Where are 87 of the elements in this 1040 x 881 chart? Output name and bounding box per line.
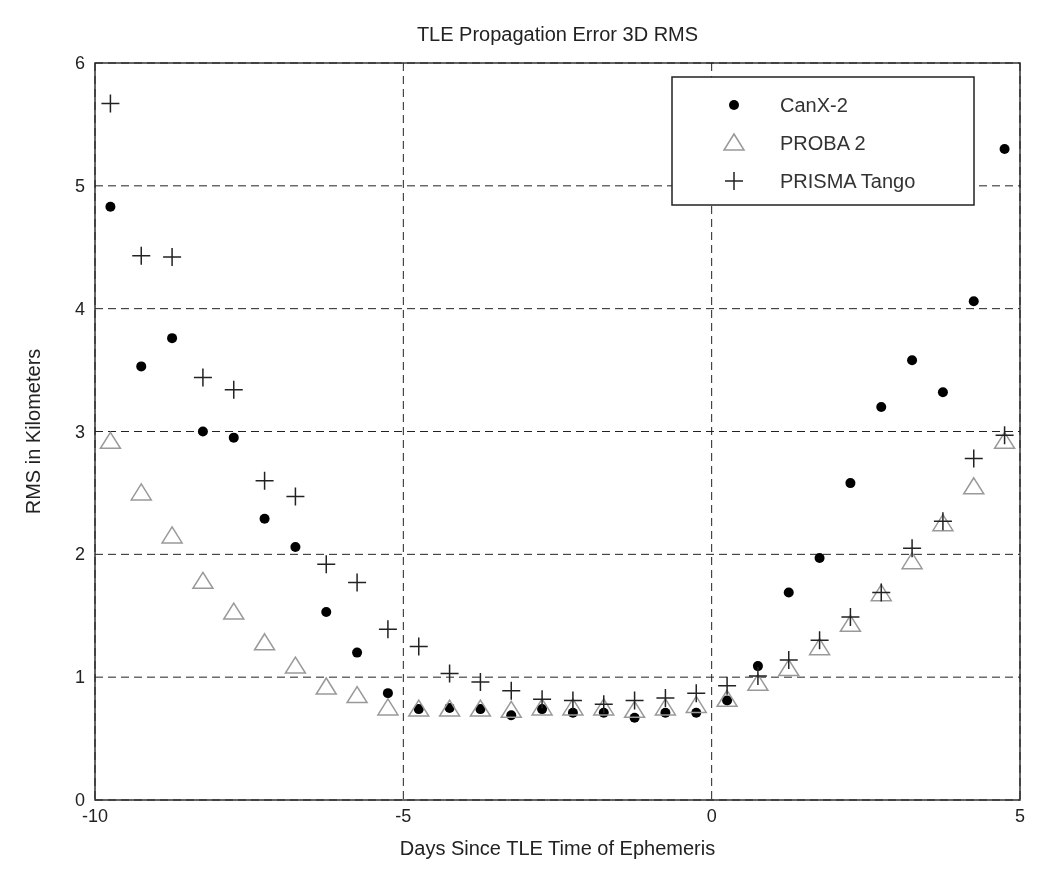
point xyxy=(408,699,430,717)
x-tick-label: 5 xyxy=(1014,806,1026,826)
point xyxy=(593,698,615,716)
point xyxy=(130,483,152,501)
point xyxy=(315,677,337,695)
point xyxy=(378,619,398,640)
point xyxy=(409,636,429,657)
x-tick-label: -5 xyxy=(395,806,412,826)
point xyxy=(685,695,707,714)
point xyxy=(501,680,521,701)
point xyxy=(438,699,461,717)
point xyxy=(902,538,922,558)
point xyxy=(167,333,178,344)
point xyxy=(623,700,646,719)
point xyxy=(347,572,367,593)
point xyxy=(223,602,245,620)
point xyxy=(532,689,552,710)
point xyxy=(290,541,301,552)
point xyxy=(254,470,275,491)
point xyxy=(937,387,948,398)
legend-label: CanX-2 xyxy=(780,94,848,116)
point xyxy=(778,658,800,677)
point xyxy=(655,688,676,708)
point xyxy=(224,379,244,400)
point xyxy=(377,698,399,716)
point xyxy=(968,296,979,307)
y-tick-label: 4 xyxy=(74,298,85,319)
point xyxy=(814,553,825,564)
point xyxy=(563,690,583,711)
y-tick-label: 1 xyxy=(74,667,85,688)
point xyxy=(470,672,491,692)
point xyxy=(469,699,492,717)
point xyxy=(964,448,984,469)
legend-label: PROBA 2 xyxy=(780,132,866,154)
point xyxy=(316,554,336,574)
legend-label: PRISMA Tango xyxy=(780,170,916,192)
point xyxy=(253,633,276,651)
point xyxy=(999,143,1010,154)
point xyxy=(192,571,214,590)
point xyxy=(439,663,460,684)
point xyxy=(716,689,738,708)
point xyxy=(99,431,122,450)
point xyxy=(197,426,208,437)
point xyxy=(994,425,1015,445)
point xyxy=(161,526,183,544)
point xyxy=(748,666,768,686)
point xyxy=(783,587,794,598)
point xyxy=(808,637,831,656)
point xyxy=(352,647,363,658)
point xyxy=(105,201,116,212)
point xyxy=(193,367,213,388)
point xyxy=(162,247,182,267)
point xyxy=(346,685,368,704)
y-tick-label: 3 xyxy=(74,421,85,442)
point xyxy=(907,355,918,366)
point xyxy=(845,478,856,489)
chart-title: TLE Propagation Error 3D RMS xyxy=(416,23,699,45)
y-tick-label: 2 xyxy=(74,544,85,565)
point xyxy=(500,700,522,719)
point xyxy=(654,698,677,716)
point xyxy=(840,607,861,627)
y-axis-title: RMS in Kilometers xyxy=(22,348,44,515)
point xyxy=(531,698,553,716)
point xyxy=(259,513,270,524)
point xyxy=(717,676,737,696)
point xyxy=(382,688,393,699)
y-tick-label: 6 xyxy=(74,53,85,73)
point xyxy=(228,432,239,443)
point xyxy=(100,93,121,114)
point xyxy=(901,551,923,570)
point xyxy=(779,650,799,670)
point xyxy=(624,690,645,711)
point xyxy=(839,614,862,633)
point xyxy=(321,607,332,618)
point xyxy=(284,656,307,674)
point xyxy=(686,683,706,703)
y-tick-label: 5 xyxy=(74,175,85,196)
point xyxy=(131,246,151,266)
point xyxy=(136,361,147,372)
x-tick-label: 0 xyxy=(706,806,717,826)
point xyxy=(993,431,1016,450)
point xyxy=(285,486,306,507)
point xyxy=(562,698,584,716)
point xyxy=(809,630,830,651)
x-axis-title: Days Since TLE Time of Ephemeris xyxy=(399,837,716,859)
point xyxy=(876,401,887,412)
point xyxy=(963,477,985,495)
